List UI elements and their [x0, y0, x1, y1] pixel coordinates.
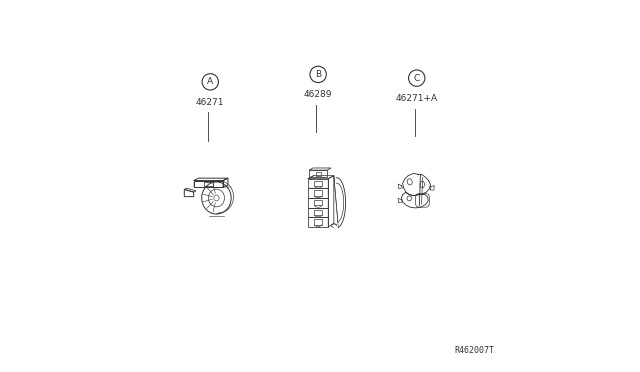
Bar — [316, 171, 321, 176]
Text: 46289: 46289 — [304, 90, 332, 99]
Text: C: C — [413, 74, 420, 83]
Bar — [314, 210, 323, 215]
Bar — [314, 200, 323, 205]
Bar — [204, 182, 213, 186]
Bar — [314, 181, 323, 186]
Text: 46271: 46271 — [196, 98, 225, 107]
Text: B: B — [315, 70, 321, 79]
Text: R462007T: R462007T — [455, 346, 495, 355]
Bar — [314, 190, 323, 196]
Bar — [314, 219, 323, 225]
Text: A: A — [207, 77, 213, 86]
Text: 46271+A: 46271+A — [396, 94, 438, 103]
